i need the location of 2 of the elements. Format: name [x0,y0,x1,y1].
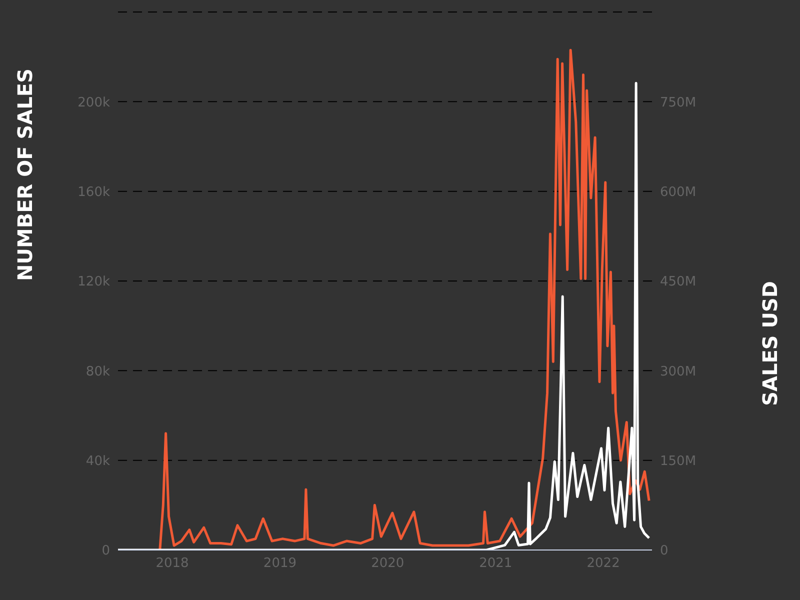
y2-axis-title: SALES USD [758,281,782,406]
y-axis-title: NUMBER OF SALES [13,68,38,281]
